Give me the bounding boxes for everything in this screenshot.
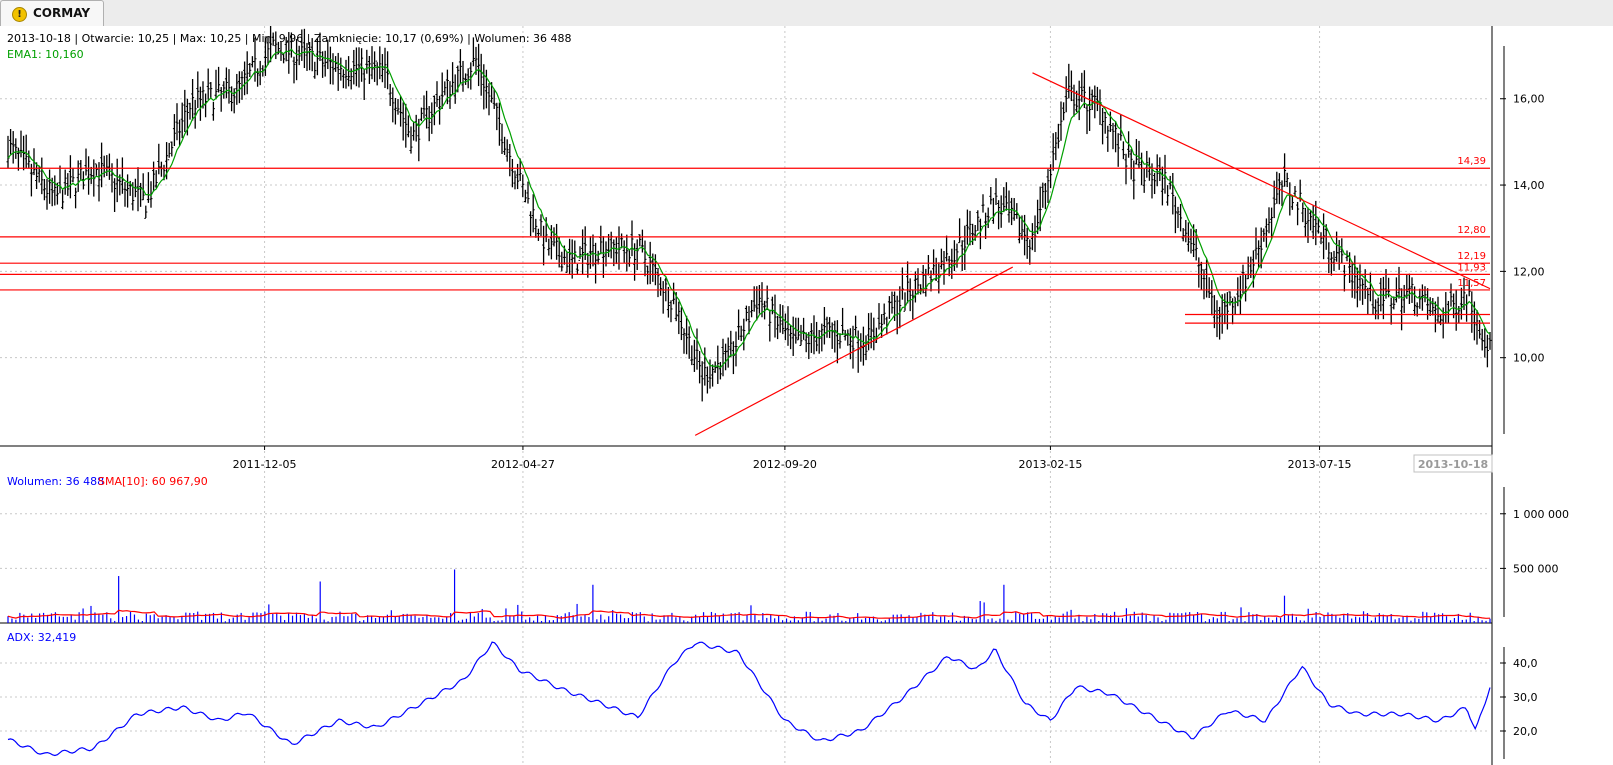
tab-label: CORMAY [33, 6, 91, 20]
current-date-label: 2013-10-18 [1418, 458, 1488, 471]
trend-line [1032, 72, 1491, 290]
adx-info: ADX: 32,419 [7, 631, 76, 644]
y-tick-label: 1 000 000 [1513, 508, 1569, 521]
ema-info: EMA1: 10,160 [7, 48, 84, 61]
x-tick-label: 2012-09-20 [753, 458, 817, 471]
level-label: 11,57 [1457, 278, 1486, 289]
y-tick-label: 12,00 [1513, 265, 1545, 278]
level-label: 12,80 [1457, 225, 1486, 236]
current-date-box [1413, 454, 1493, 473]
sma-info: SMA[10]: 60 967,90 [98, 475, 208, 488]
adx-panel [7, 641, 1491, 757]
y-tick-label: 500 000 [1513, 562, 1559, 575]
volume-panel [0, 569, 1492, 624]
ohlc-info: 2013-10-18 | Otwarcie: 10,25 | Max: 10,2… [7, 32, 572, 45]
x-tick-label: 2013-02-15 [1018, 458, 1082, 471]
x-tick-label: 2011-12-05 [233, 458, 297, 471]
x-tick-label: 2013-07-15 [1288, 458, 1352, 471]
y-tick-label: 30,0 [1513, 691, 1538, 704]
y-tick-label: 40,0 [1513, 657, 1538, 670]
y-tick-label: 10,00 [1513, 352, 1545, 365]
adx-line [7, 641, 1491, 757]
tab-cormay[interactable]: ! CORMAY [0, 0, 104, 26]
y-tick-label: 16,00 [1513, 93, 1545, 106]
y-tick-label: 14,00 [1513, 179, 1545, 192]
x-tick-label: 2012-04-27 [491, 458, 555, 471]
chart-background [0, 26, 1613, 765]
tab-bar: ! CORMAY [0, 0, 1613, 27]
y-tick-label: 20,0 [1513, 725, 1538, 738]
level-label: 14,39 [1457, 156, 1486, 167]
level-label: 11,93 [1457, 262, 1486, 273]
level-label: 12,19 [1457, 251, 1486, 262]
axes: 2011-12-05 2012-04-27 2012-09-20 2013-02-15… [0, 26, 1569, 765]
warning-icon: ! [12, 7, 27, 22]
volume-info: Wolumen: 36 488 [7, 475, 104, 488]
trend-line [694, 266, 1014, 436]
grid-lines [0, 26, 1490, 765]
sma-line [7, 609, 1491, 619]
ema-line [7, 48, 1491, 369]
